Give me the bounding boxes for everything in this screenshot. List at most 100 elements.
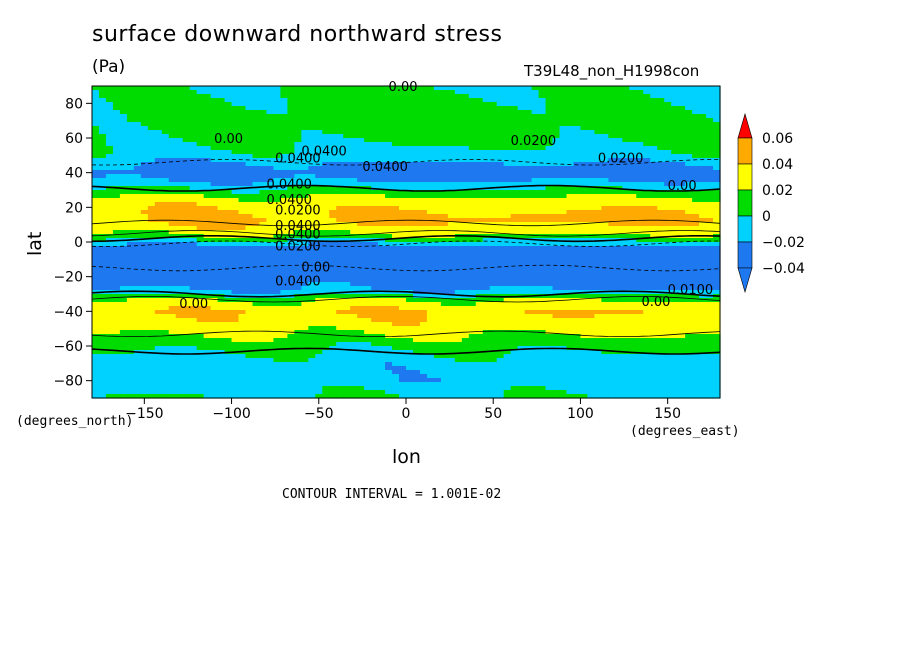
heatmap-cell xyxy=(315,86,323,91)
heatmap-cell xyxy=(454,266,463,271)
heatmap-cell xyxy=(294,294,302,299)
heatmap-cell xyxy=(301,142,309,147)
heatmap-cell xyxy=(531,230,540,235)
heatmap-cell xyxy=(510,122,519,127)
heatmap-cell xyxy=(147,250,156,255)
heatmap-cell xyxy=(454,286,463,291)
heatmap-cell xyxy=(587,186,595,191)
heatmap-cell xyxy=(357,282,365,287)
heatmap-cell xyxy=(671,170,679,175)
heatmap-cell xyxy=(496,270,505,275)
heatmap-cell xyxy=(266,198,275,203)
heatmap-cell xyxy=(280,278,288,283)
heatmap-cell xyxy=(601,202,609,207)
heatmap-cell xyxy=(643,198,651,203)
heatmap-cell xyxy=(238,126,247,131)
heatmap-cell xyxy=(259,114,268,119)
heatmap-cell xyxy=(329,194,337,199)
heatmap-cell xyxy=(566,110,575,115)
heatmap-cell xyxy=(154,270,163,275)
heatmap-cell xyxy=(566,274,575,279)
heatmap-cell xyxy=(161,194,170,199)
heatmap-cell xyxy=(517,234,526,239)
heatmap-cell xyxy=(692,262,700,267)
heatmap-cell xyxy=(140,118,149,123)
heatmap-cell xyxy=(524,178,533,183)
heatmap-cell xyxy=(559,278,568,283)
heatmap-cell xyxy=(587,174,595,179)
heatmap-cell xyxy=(189,114,198,119)
heatmap-cell xyxy=(643,146,651,151)
heatmap-cell xyxy=(315,90,323,95)
heatmap-cell xyxy=(98,262,107,267)
heatmap-cell xyxy=(433,110,442,115)
heatmap-cell xyxy=(154,230,163,235)
heatmap-cell xyxy=(454,182,463,187)
heatmap-cell xyxy=(112,222,121,227)
heatmap-cell xyxy=(496,230,505,235)
heatmap-cell xyxy=(699,154,707,159)
heatmap-cell xyxy=(301,150,309,155)
heatmap-cell xyxy=(126,210,135,215)
heatmap-cell xyxy=(496,186,505,191)
heatmap-cell xyxy=(350,90,358,95)
heatmap-cell xyxy=(343,190,351,195)
heatmap-cell xyxy=(475,98,484,103)
heatmap-cell xyxy=(699,190,707,195)
heatmap-cell xyxy=(454,162,463,167)
heatmap-cell xyxy=(210,158,219,163)
heatmap-cell xyxy=(140,150,149,155)
heatmap-cell xyxy=(210,154,219,159)
heatmap-cell xyxy=(175,286,184,291)
heatmap-cell xyxy=(315,98,323,103)
heatmap-cell xyxy=(713,138,721,143)
heatmap-cell xyxy=(406,122,414,127)
heatmap-cell xyxy=(161,142,170,147)
heatmap-cell xyxy=(573,90,582,95)
heatmap-cell xyxy=(259,198,268,203)
heatmap-cell xyxy=(622,198,630,203)
heatmap-cell xyxy=(112,178,121,183)
heatmap-cell xyxy=(154,278,163,283)
heatmap-cell xyxy=(273,118,281,123)
heatmap-cell xyxy=(399,142,407,147)
heatmap-cell xyxy=(385,154,393,159)
heatmap-cell xyxy=(440,294,449,299)
heatmap-cell xyxy=(175,130,184,135)
heatmap-cell xyxy=(468,198,477,203)
heatmap-cell xyxy=(329,130,337,135)
heatmap-cell xyxy=(308,242,316,247)
heatmap-cell xyxy=(217,286,226,291)
heatmap-cell xyxy=(399,258,407,263)
heatmap-cell xyxy=(126,258,135,263)
heatmap-cell xyxy=(482,166,491,171)
heatmap-cell xyxy=(482,122,491,127)
heatmap-cell xyxy=(664,146,672,151)
heatmap-cell xyxy=(385,170,393,175)
heatmap-cell xyxy=(559,282,568,287)
heatmap-cell xyxy=(336,154,344,159)
heatmap-cell xyxy=(308,122,316,127)
heatmap-cell xyxy=(133,210,142,215)
heatmap-cell xyxy=(196,170,205,175)
heatmap-cell xyxy=(196,134,205,139)
heatmap-cell xyxy=(294,206,302,211)
heatmap-cell xyxy=(203,250,212,255)
heatmap-cell xyxy=(350,302,358,307)
heatmap-cell xyxy=(266,94,275,99)
heatmap-cell xyxy=(329,258,337,263)
heatmap-cell xyxy=(203,286,212,291)
heatmap-cell xyxy=(517,222,526,227)
heatmap-cell xyxy=(510,114,519,119)
heatmap-cell xyxy=(350,158,358,163)
heatmap-cell xyxy=(636,242,644,247)
heatmap-cell xyxy=(308,190,316,195)
heatmap-cell xyxy=(713,106,721,111)
heatmap-cell xyxy=(629,86,637,91)
heatmap-cell xyxy=(510,186,519,191)
heatmap-cell xyxy=(385,90,393,95)
heatmap-cell xyxy=(273,298,281,303)
heatmap-cell xyxy=(385,182,393,187)
heatmap-cell xyxy=(98,154,107,159)
heatmap-cell xyxy=(385,290,393,295)
